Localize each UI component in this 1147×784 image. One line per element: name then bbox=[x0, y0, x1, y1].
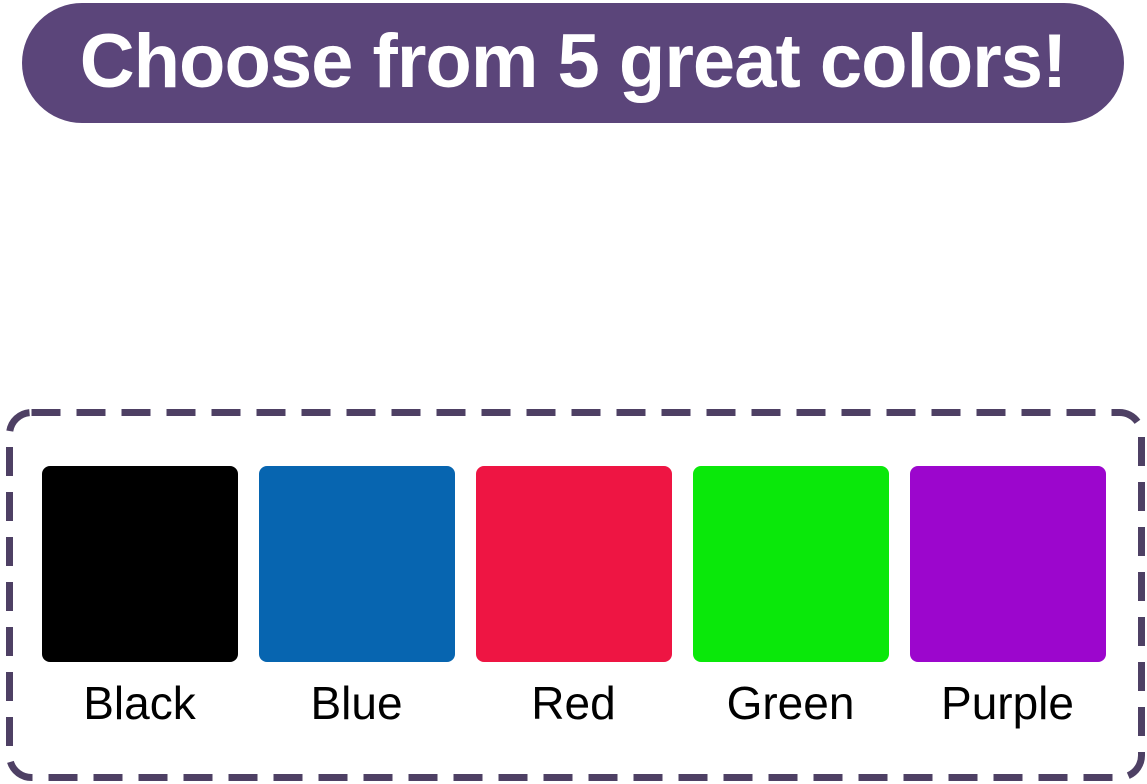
dashed-border-rect bbox=[6, 409, 1145, 781]
color-label-blue: Blue bbox=[310, 677, 403, 729]
color-label-black: Black bbox=[83, 677, 196, 729]
color-option-red: Red bbox=[475, 466, 672, 729]
color-swatch-purple[interactable] bbox=[909, 466, 1106, 662]
color-label-purple: Purple bbox=[941, 677, 1074, 729]
color-option-green: Green bbox=[692, 466, 889, 729]
color-swatch-black[interactable] bbox=[41, 466, 238, 662]
color-swatch-blue[interactable] bbox=[258, 466, 455, 662]
color-option-blue: Blue bbox=[258, 466, 455, 729]
color-options-row: Black Blue Red Green Purple bbox=[8, 466, 1139, 729]
color-label-green: Green bbox=[726, 677, 855, 729]
color-label-red: Red bbox=[531, 677, 616, 729]
banner: Choose from 5 great colors! bbox=[22, 3, 1124, 123]
color-options-panel-border bbox=[6, 409, 1145, 781]
color-swatch-green[interactable] bbox=[692, 466, 889, 662]
color-option-black: Black bbox=[41, 466, 238, 729]
banner-title: Choose from 5 great colors! bbox=[79, 18, 1068, 104]
color-option-purple: Purple bbox=[909, 466, 1106, 729]
color-swatch-red[interactable] bbox=[475, 466, 672, 662]
